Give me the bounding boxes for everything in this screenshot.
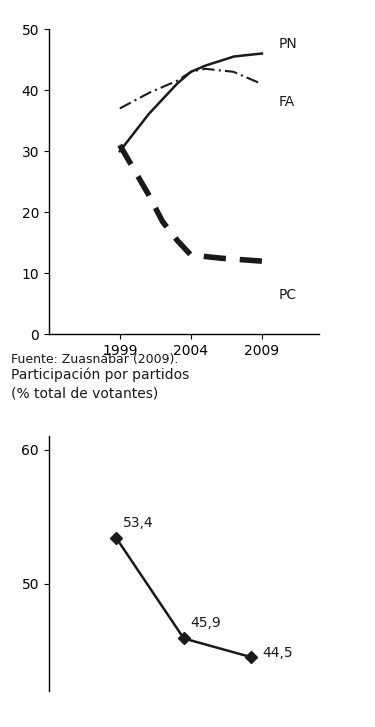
Text: PN: PN <box>279 37 298 52</box>
Text: FA: FA <box>279 95 295 109</box>
Text: 53,4: 53,4 <box>123 516 154 530</box>
Text: Participación por partidos: Participación por partidos <box>11 367 189 382</box>
Text: (% total de votantes): (% total de votantes) <box>11 387 159 401</box>
Text: 44,5: 44,5 <box>262 646 293 660</box>
Text: PC: PC <box>279 288 297 302</box>
Text: Fuente: Zuasnábar (2009).: Fuente: Zuasnábar (2009). <box>11 353 178 366</box>
Text: 45,9: 45,9 <box>191 616 222 630</box>
